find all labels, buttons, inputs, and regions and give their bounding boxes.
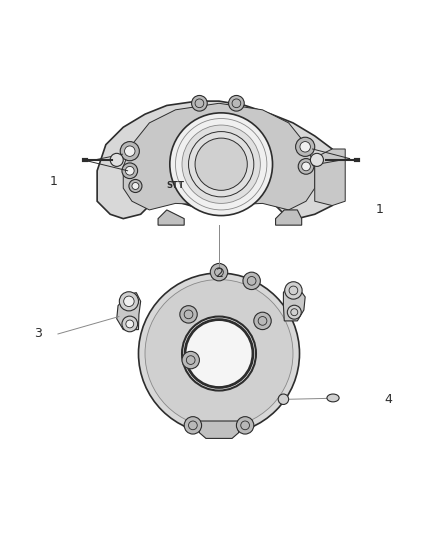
Polygon shape <box>97 101 341 219</box>
Circle shape <box>138 273 300 434</box>
Text: 1: 1 <box>376 204 384 216</box>
Circle shape <box>126 320 134 328</box>
Circle shape <box>278 394 289 405</box>
Circle shape <box>120 142 139 161</box>
Circle shape <box>302 162 311 171</box>
Circle shape <box>180 305 197 323</box>
Circle shape <box>287 305 301 319</box>
Circle shape <box>132 182 139 189</box>
Circle shape <box>285 282 302 299</box>
Ellipse shape <box>327 394 339 402</box>
Circle shape <box>210 263 228 281</box>
Polygon shape <box>123 103 315 210</box>
Circle shape <box>124 296 134 306</box>
Circle shape <box>311 154 323 166</box>
Circle shape <box>300 142 311 152</box>
Circle shape <box>170 113 272 215</box>
Circle shape <box>122 316 138 332</box>
Text: 2: 2 <box>215 268 223 280</box>
Circle shape <box>195 138 247 190</box>
Circle shape <box>119 292 138 311</box>
Circle shape <box>182 125 260 204</box>
Circle shape <box>296 137 315 156</box>
Polygon shape <box>315 149 345 206</box>
Polygon shape <box>283 284 305 321</box>
Circle shape <box>124 146 135 156</box>
Circle shape <box>125 166 134 175</box>
Polygon shape <box>199 421 239 439</box>
Circle shape <box>129 180 142 192</box>
Circle shape <box>243 272 260 289</box>
Circle shape <box>229 95 244 111</box>
Circle shape <box>182 317 256 391</box>
Text: 4: 4 <box>385 393 393 406</box>
Circle shape <box>182 351 199 369</box>
Circle shape <box>122 163 138 179</box>
Text: STT: STT <box>166 181 184 190</box>
Circle shape <box>145 279 293 427</box>
Circle shape <box>237 417 254 434</box>
Circle shape <box>110 154 123 166</box>
Circle shape <box>191 95 207 111</box>
Polygon shape <box>158 210 184 225</box>
Circle shape <box>298 158 314 174</box>
Text: 1: 1 <box>49 175 57 188</box>
Circle shape <box>254 312 271 329</box>
Polygon shape <box>276 210 302 225</box>
Polygon shape <box>117 293 141 329</box>
Text: 3: 3 <box>35 327 42 341</box>
Circle shape <box>184 417 201 434</box>
